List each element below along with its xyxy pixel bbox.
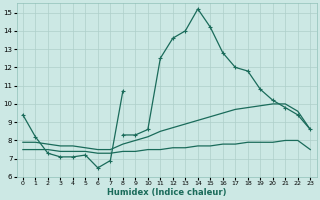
X-axis label: Humidex (Indice chaleur): Humidex (Indice chaleur)	[107, 188, 226, 197]
